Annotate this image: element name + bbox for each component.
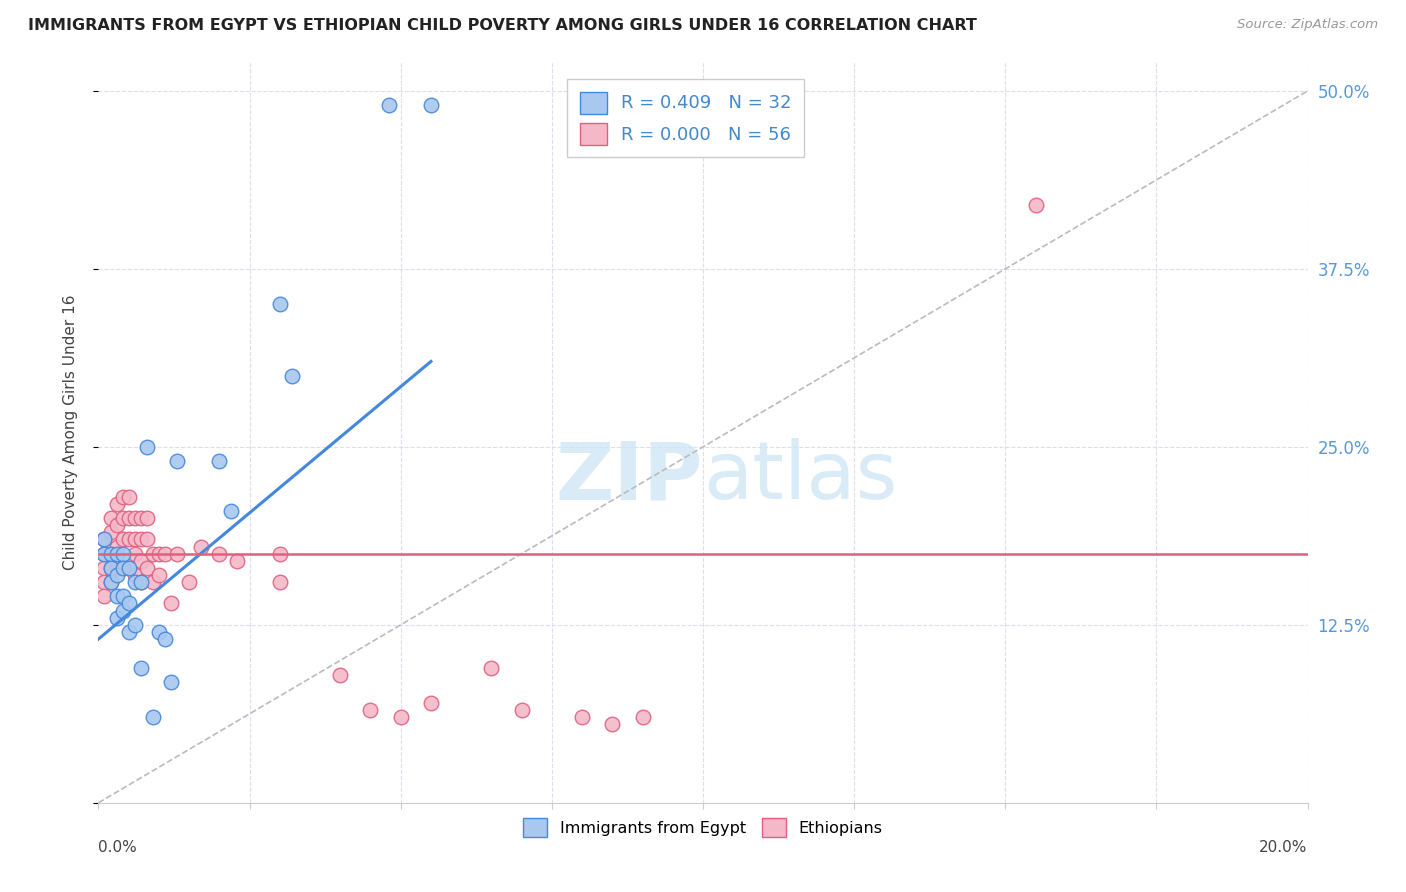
Point [269, 575, 291, 590]
Point [481, 660, 503, 674]
Point [124, 533, 146, 547]
Point [105, 540, 128, 554]
Point [118, 511, 141, 525]
Text: atlas: atlas [703, 438, 897, 516]
Point [111, 590, 134, 604]
Point [571, 710, 593, 724]
Point [111, 561, 134, 575]
Point [135, 561, 157, 575]
Point [129, 511, 152, 525]
Point [100, 525, 122, 540]
Point [118, 597, 141, 611]
Point [111, 533, 134, 547]
Point [221, 504, 243, 518]
Text: ZIP: ZIP [555, 438, 703, 516]
Point [148, 624, 170, 639]
Point [105, 561, 128, 575]
Point [142, 575, 165, 590]
Point [111, 604, 134, 618]
Point [100, 511, 122, 525]
Point [148, 547, 170, 561]
Point [129, 554, 152, 568]
Point [166, 454, 188, 468]
Text: Source: ZipAtlas.com: Source: ZipAtlas.com [1237, 18, 1378, 31]
Point [111, 490, 134, 504]
Point [118, 490, 141, 504]
Point [360, 703, 382, 717]
Point [100, 561, 122, 575]
Point [166, 547, 188, 561]
Point [269, 547, 291, 561]
Point [100, 547, 122, 561]
Point [135, 511, 157, 525]
Point [111, 561, 134, 575]
Point [602, 717, 624, 731]
Point [124, 617, 146, 632]
Point [124, 547, 146, 561]
Text: IMMIGRANTS FROM EGYPT VS ETHIOPIAN CHILD POVERTY AMONG GIRLS UNDER 16 CORRELATIO: IMMIGRANTS FROM EGYPT VS ETHIOPIAN CHILD… [28, 18, 977, 33]
Point [420, 696, 443, 710]
Point [160, 597, 183, 611]
Point [93, 547, 115, 561]
Point [93, 547, 115, 561]
Legend: Immigrants from Egypt, Ethiopians: Immigrants from Egypt, Ethiopians [513, 808, 893, 847]
Point [510, 703, 533, 717]
Point [124, 575, 146, 590]
Point [142, 710, 165, 724]
Point [105, 497, 128, 511]
Point [269, 297, 291, 311]
Point [631, 710, 654, 724]
Point [226, 554, 249, 568]
Point [135, 533, 157, 547]
Point [129, 533, 152, 547]
Point [118, 624, 141, 639]
Point [93, 575, 115, 590]
Point [281, 368, 304, 383]
Point [142, 547, 165, 561]
Point [100, 575, 122, 590]
Point [129, 660, 152, 674]
Point [208, 454, 231, 468]
Point [148, 568, 170, 582]
Point [100, 575, 122, 590]
Point [420, 98, 443, 112]
Point [377, 98, 399, 112]
Point [105, 568, 128, 582]
Point [160, 674, 183, 689]
Point [100, 561, 122, 575]
Point [93, 590, 115, 604]
Point [153, 632, 176, 646]
Point [118, 561, 141, 575]
Point [118, 533, 141, 547]
Point [129, 575, 152, 590]
Point [190, 540, 212, 554]
Point [100, 547, 122, 561]
Point [105, 547, 128, 561]
Point [118, 561, 141, 575]
Point [111, 547, 134, 561]
Point [111, 511, 134, 525]
Point [1024, 198, 1046, 212]
Point [208, 547, 231, 561]
Y-axis label: Child Poverty Among Girls Under 16: Child Poverty Among Girls Under 16 [63, 295, 77, 570]
Point [124, 568, 146, 582]
Point [105, 518, 128, 533]
Point [153, 547, 176, 561]
Point [179, 575, 201, 590]
Point [129, 575, 152, 590]
Point [105, 590, 128, 604]
Point [93, 533, 115, 547]
Text: 0.0%: 0.0% [98, 840, 138, 855]
Point [135, 440, 157, 454]
Point [93, 561, 115, 575]
Point [389, 710, 412, 724]
Point [124, 511, 146, 525]
Point [93, 533, 115, 547]
Point [105, 610, 128, 624]
Text: 20.0%: 20.0% [1260, 840, 1308, 855]
Point [329, 667, 352, 681]
